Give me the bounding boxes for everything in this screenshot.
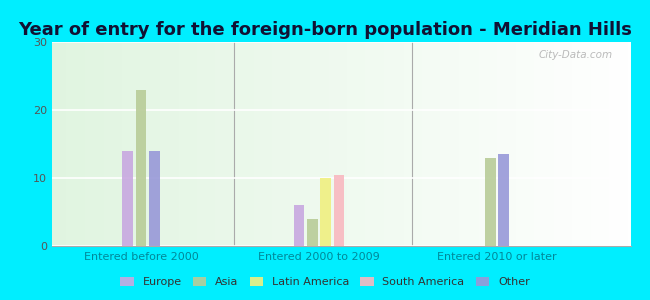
Legend: Europe, Asia, Latin America, South America, Other: Europe, Asia, Latin America, South Ameri… <box>116 272 534 291</box>
Bar <box>136 90 146 246</box>
Bar <box>499 154 509 246</box>
Bar <box>333 175 344 246</box>
Bar <box>149 151 160 246</box>
Bar <box>485 158 496 246</box>
Bar <box>320 178 331 246</box>
Text: Year of entry for the foreign-born population - Meridian Hills: Year of entry for the foreign-born popul… <box>18 21 632 39</box>
Bar <box>294 205 304 246</box>
Text: City-Data.com: City-Data.com <box>539 50 613 60</box>
Bar <box>307 219 318 246</box>
Bar <box>122 151 133 246</box>
